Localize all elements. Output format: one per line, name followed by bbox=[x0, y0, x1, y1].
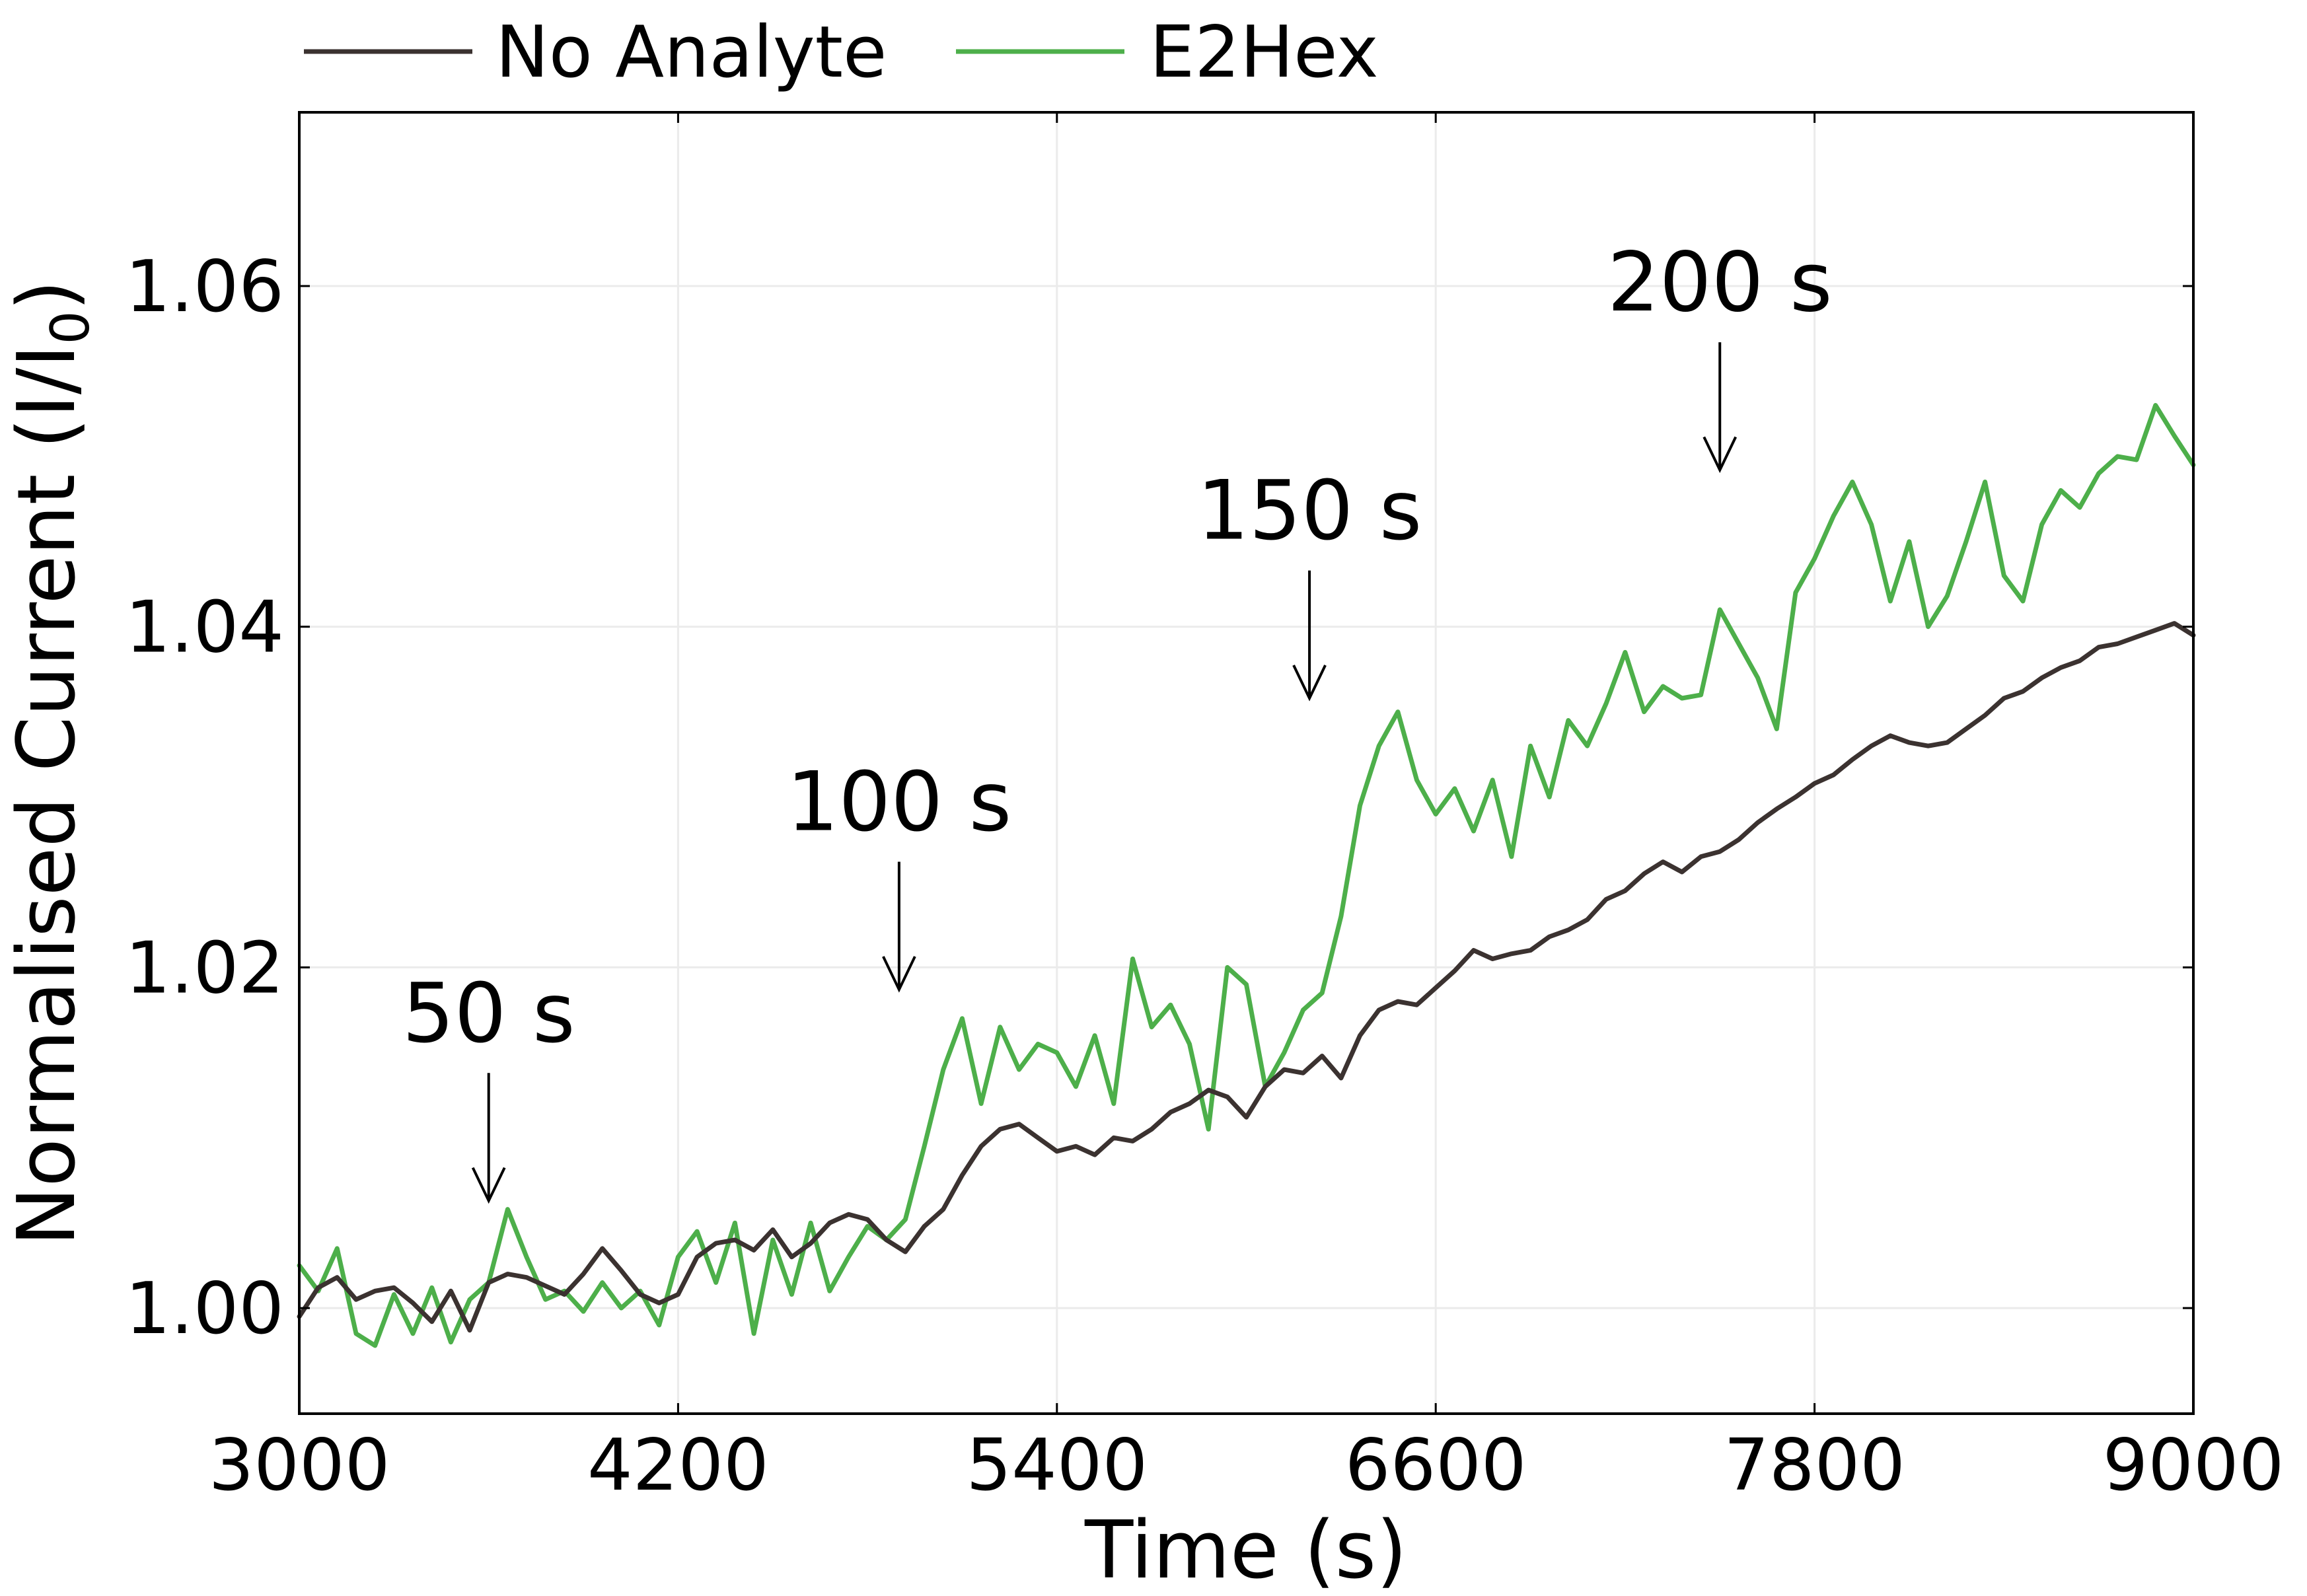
annotation-label: 50 s bbox=[402, 966, 575, 1061]
legend-label-e2hex: E2Hex bbox=[1150, 11, 1379, 94]
y-tick-label: 1.06 bbox=[126, 246, 284, 328]
axis-ticks bbox=[298, 112, 2195, 1414]
x-tick-label: 7800 bbox=[1724, 1424, 1905, 1507]
annotation-arrow-head bbox=[471, 1167, 506, 1204]
x-tick-label: 6600 bbox=[1345, 1424, 1527, 1507]
x-tick-label: 5400 bbox=[966, 1424, 1148, 1507]
annotations: 50 s 100 s 150 s 200 s bbox=[402, 235, 1833, 1204]
annotation-arrow-head bbox=[882, 956, 916, 993]
y-tick-label: 1.00 bbox=[126, 1268, 284, 1350]
y-tick-label: 1.02 bbox=[126, 927, 284, 1009]
annotation-label: 200 s bbox=[1607, 235, 1833, 330]
series-line-no-analyte bbox=[297, 621, 2196, 1333]
annotation-arrow-head bbox=[1703, 436, 1738, 474]
x-tick-label: 4200 bbox=[587, 1424, 769, 1507]
y-tick-labels: 1.00 1.02 1.04 1.06 bbox=[126, 246, 284, 1350]
series-line-e2hex bbox=[297, 403, 2196, 1348]
annotation-label: 100 s bbox=[787, 755, 1012, 850]
y-axis-title-main: Normalised Current (I/I bbox=[1, 344, 93, 1246]
y-axis-title-subscript: 0 bbox=[40, 310, 101, 344]
y-axis-title: Normalised Current (I/I0) bbox=[1, 280, 101, 1247]
x-tick-labels: 3000 4200 5400 6600 7800 9000 bbox=[209, 1424, 2285, 1507]
annotation-label: 150 s bbox=[1197, 464, 1422, 559]
plot-lines bbox=[297, 403, 2196, 1348]
y-tick-label: 1.04 bbox=[126, 587, 284, 669]
annotation-arrow-head bbox=[1292, 665, 1327, 702]
legend-label-no-analyte: No Analyte bbox=[495, 11, 887, 94]
x-tick-label: 3000 bbox=[209, 1424, 390, 1507]
legend: No Analyte E2Hex bbox=[304, 11, 1379, 94]
x-tick-label: 9000 bbox=[2103, 1424, 2285, 1507]
gridlines bbox=[299, 112, 2193, 1414]
y-axis-title-close: ) bbox=[1, 280, 93, 311]
x-axis-title: Time (s) bbox=[1084, 1505, 1407, 1596]
plot-frame bbox=[298, 111, 2195, 1415]
